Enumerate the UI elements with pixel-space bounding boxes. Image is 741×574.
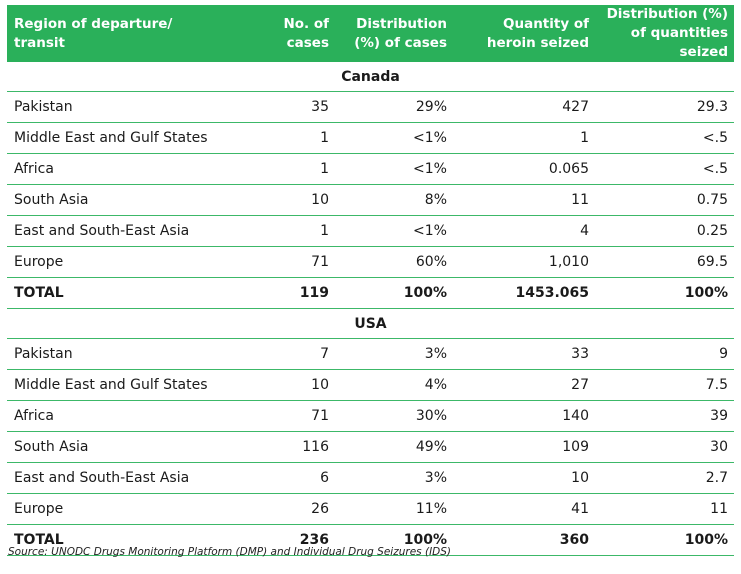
cell-quantity: 0.065: [453, 153, 595, 185]
cell-quantity: 27: [453, 369, 595, 401]
total-quantity: 360: [453, 524, 595, 556]
cell-cases: 71: [231, 246, 335, 278]
table-row: Europe 71 60% 1,010 69.5: [7, 246, 734, 278]
table-body: Canada Pakistan 35 29% 427 29.3 Middle East an…: [7, 62, 734, 556]
cell-cases-distribution: 11%: [335, 493, 453, 525]
table-row: Pakistan 7 3% 33 9: [7, 338, 734, 370]
cell-quantity: 140: [453, 400, 595, 432]
cell-quantity-distribution: 29.3: [595, 91, 734, 123]
total-row: TOTAL 119 100% 1453.065 100%: [7, 277, 734, 309]
cell-cases-distribution: 4%: [335, 369, 453, 401]
section-title: USA: [7, 308, 734, 339]
heroin-seizures-table: Region of departure/ transit No. of case…: [7, 5, 734, 556]
cell-quantity: 109: [453, 431, 595, 463]
cell-region: Pakistan: [7, 91, 231, 123]
cell-cases-distribution: 49%: [335, 431, 453, 463]
cell-region: Europe: [7, 493, 231, 525]
total-cases-distribution: 100%: [335, 277, 453, 309]
header-cases-distribution: Distribution (%) of cases: [335, 5, 453, 62]
table-row: East and South-East Asia 6 3% 10 2.7: [7, 462, 734, 494]
cell-quantity-distribution: 9: [595, 338, 734, 370]
cell-cases-distribution: 30%: [335, 400, 453, 432]
header-region: Region of departure/ transit: [7, 5, 231, 62]
cell-cases: 7: [231, 338, 335, 370]
table-row: Middle East and Gulf States 1 <1% 1 <.5: [7, 122, 734, 154]
cell-region: South Asia: [7, 431, 231, 463]
cell-cases: 1: [231, 215, 335, 247]
cell-region: Middle East and Gulf States: [7, 369, 231, 401]
cell-cases-distribution: <1%: [335, 153, 453, 185]
cell-quantity: 4: [453, 215, 595, 247]
table-row: Europe 26 11% 41 11: [7, 493, 734, 525]
cell-cases: 6: [231, 462, 335, 494]
section-title: Canada: [7, 62, 734, 92]
cell-quantity: 33: [453, 338, 595, 370]
section-row-canada: Canada: [7, 62, 734, 92]
cell-cases: 10: [231, 369, 335, 401]
total-region: TOTAL: [7, 524, 231, 556]
cell-region: East and South-East Asia: [7, 462, 231, 494]
header-quantity: Quantity of heroin seized: [453, 5, 595, 62]
cell-cases: 116: [231, 431, 335, 463]
cell-region: Africa: [7, 400, 231, 432]
cell-cases: 26: [231, 493, 335, 525]
cell-quantity: 1: [453, 122, 595, 154]
source-note: Source: UNODC Drugs Monitoring Platform …: [8, 546, 452, 558]
cell-quantity-distribution: 69.5: [595, 246, 734, 278]
total-cases-distribution: 100%: [335, 524, 453, 556]
cell-cases: 35: [231, 91, 335, 123]
cell-quantity-distribution: 39: [595, 400, 734, 432]
table-row: Africa 1 <1% 0.065 <.5: [7, 153, 734, 185]
cell-cases: 1: [231, 122, 335, 154]
table-row: Africa 71 30% 140 39: [7, 400, 734, 432]
table-row: East and South-East Asia 1 <1% 4 0.25: [7, 215, 734, 247]
cell-cases-distribution: <1%: [335, 122, 453, 154]
cell-cases-distribution: 29%: [335, 91, 453, 123]
cell-region: Europe: [7, 246, 231, 278]
cell-cases-distribution: 3%: [335, 338, 453, 370]
cell-cases-distribution: 8%: [335, 184, 453, 216]
cell-quantity-distribution: 0.25: [595, 215, 734, 247]
table-row: South Asia 10 8% 11 0.75: [7, 184, 734, 216]
total-cases: 236: [231, 524, 335, 556]
cell-quantity: 427: [453, 91, 595, 123]
table-row: South Asia 116 49% 109 30: [7, 431, 734, 463]
cell-quantity-distribution: <.5: [595, 122, 734, 154]
cell-quantity: 1,010: [453, 246, 595, 278]
cell-quantity: 11: [453, 184, 595, 216]
cell-region: South Asia: [7, 184, 231, 216]
cell-region: Africa: [7, 153, 231, 185]
cell-quantity-distribution: <.5: [595, 153, 734, 185]
total-quantity-distribution: 100%: [595, 524, 734, 556]
cell-cases-distribution: 3%: [335, 462, 453, 494]
total-region: TOTAL: [7, 277, 231, 309]
cell-region: Pakistan: [7, 338, 231, 370]
cell-cases: 71: [231, 400, 335, 432]
cell-quantity: 10: [453, 462, 595, 494]
cell-cases: 10: [231, 184, 335, 216]
cell-quantity-distribution: 30: [595, 431, 734, 463]
header-cases: No. of cases: [231, 5, 335, 62]
cell-quantity-distribution: 0.75: [595, 184, 734, 216]
cell-region: East and South-East Asia: [7, 215, 231, 247]
cell-quantity: 41: [453, 493, 595, 525]
header-row: Region of departure/ transit No. of case…: [7, 5, 734, 62]
total-row: TOTAL 236 100% 360 100%: [7, 524, 734, 556]
table-header: Region of departure/ transit No. of case…: [7, 5, 734, 62]
cell-quantity-distribution: 7.5: [595, 369, 734, 401]
cell-region: Middle East and Gulf States: [7, 122, 231, 154]
cell-cases-distribution: <1%: [335, 215, 453, 247]
total-quantity: 1453.065: [453, 277, 595, 309]
cell-cases: 1: [231, 153, 335, 185]
table-row: Pakistan 35 29% 427 29.3: [7, 91, 734, 123]
cell-quantity-distribution: 2.7: [595, 462, 734, 494]
header-quantity-distribution: Distribution (%) of quantities seized: [595, 5, 734, 62]
table-row: Middle East and Gulf States 10 4% 27 7.5: [7, 369, 734, 401]
cell-cases-distribution: 60%: [335, 246, 453, 278]
section-row-usa: USA: [7, 308, 734, 339]
total-quantity-distribution: 100%: [595, 277, 734, 309]
total-cases: 119: [231, 277, 335, 309]
cell-quantity-distribution: 11: [595, 493, 734, 525]
